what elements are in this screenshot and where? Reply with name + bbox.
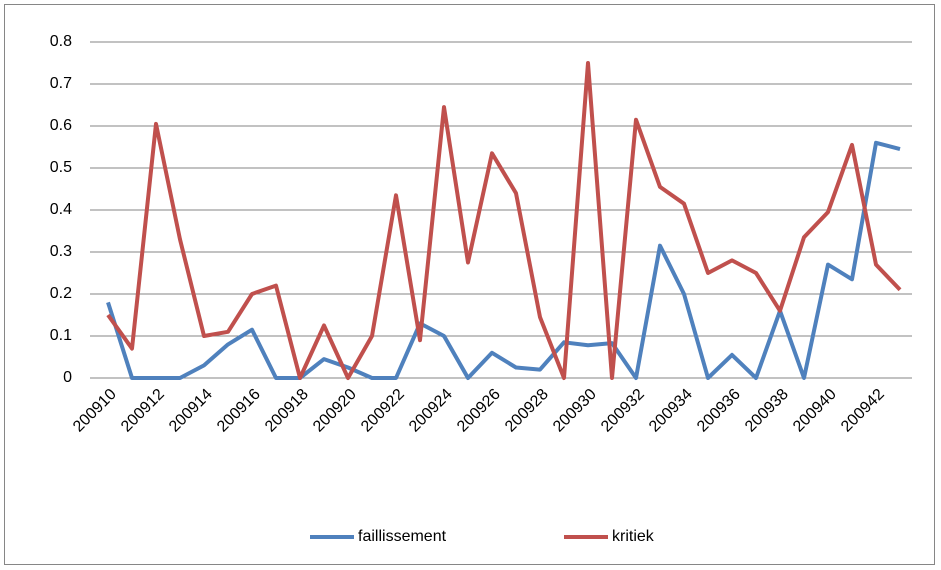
y-tick-label: 0.7	[50, 75, 72, 92]
series-line	[106, 61, 902, 380]
y-tick-label: 0.4	[50, 201, 72, 218]
y-tick-label: 0.5	[50, 159, 72, 176]
chart-border	[4, 4, 935, 565]
y-tick-label: 0	[63, 369, 72, 386]
y-tick-label: 0.2	[50, 285, 72, 302]
y-tick-label: 0.8	[50, 33, 72, 50]
legend-label: faillissement	[358, 528, 447, 545]
y-tick-label: 0.3	[50, 243, 72, 260]
y-tick-label: 0.6	[50, 117, 72, 134]
y-tick-label: 0.1	[50, 327, 72, 344]
legend-label: kritiek	[612, 528, 655, 545]
series-line	[106, 140, 901, 380]
